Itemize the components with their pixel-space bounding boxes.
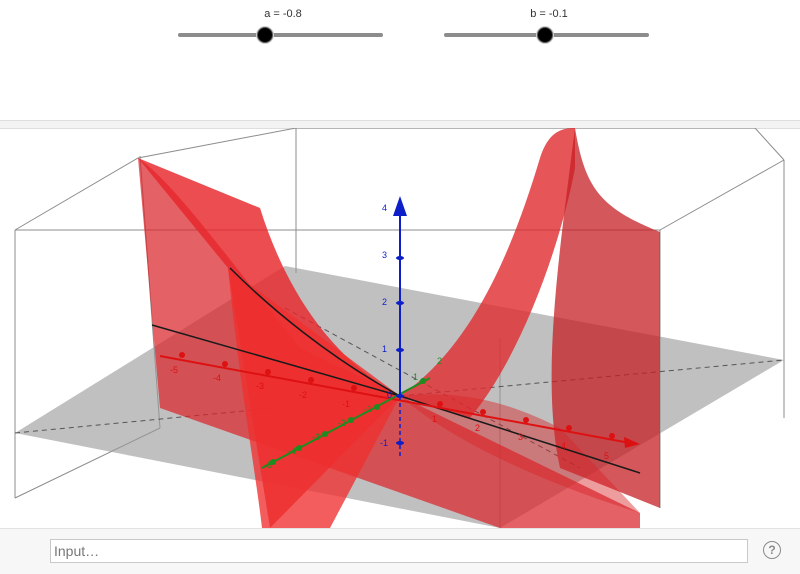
input-bar: Input… ? (0, 528, 800, 574)
x-tick-label: -1 (342, 399, 350, 409)
y-tick-label: -5 (264, 460, 272, 470)
input-field[interactable]: Input… (50, 539, 748, 563)
input-placeholder: Input… (54, 543, 100, 559)
y-tick-label: -1 (364, 404, 372, 414)
x-tick-label: 4 (561, 441, 566, 451)
x-tick-label: -2 (299, 390, 307, 400)
x-axis-points (179, 352, 615, 439)
y-tick-label: 1 (413, 372, 418, 382)
x-axis-arrow (624, 437, 640, 448)
3d-scene[interactable]: -1 0 1 2 3 4 -5 -4 -3 -2 -1 1 2 -5 -4 -3… (0, 128, 800, 528)
x-axis (159, 355, 631, 444)
y-axis-points (270, 378, 426, 465)
slider-a-knob[interactable] (257, 27, 274, 43)
x-tick-label: -5 (170, 365, 178, 375)
slider-a-label: a = -0.8 (264, 8, 302, 20)
slider-panel: a = -0.8 b = -0.1 (0, 0, 800, 120)
z-tick-label: 2 (382, 297, 387, 307)
z-axis-points (396, 256, 404, 445)
slider-b-knob[interactable] (537, 27, 554, 43)
y-tick-label: -3 (312, 432, 320, 442)
slider-b-label: b = -0.1 (530, 8, 568, 20)
y-axis (261, 377, 431, 469)
y-tick-label: -2 (338, 418, 346, 428)
y-tick-label: -4 (288, 446, 296, 456)
slider-a[interactable]: a = -0.8 (178, 8, 388, 48)
z-tick-label: 3 (382, 250, 387, 260)
z-tick-label: -1 (380, 438, 388, 448)
z-tick-label: 0 (387, 390, 392, 400)
x-tick-label: 5 (604, 451, 609, 461)
slider-a-track[interactable] (178, 33, 383, 37)
x-tick-label: -4 (213, 373, 221, 383)
z-tick-labels: -1 0 1 2 3 4 (380, 203, 392, 448)
question-mark-icon[interactable]: ? (763, 541, 781, 559)
x-tick-label: 2 (475, 423, 480, 433)
surface-graph[interactable] (138, 128, 660, 528)
z-tick-label: 4 (382, 203, 387, 213)
z-axis-arrow (393, 196, 407, 216)
slider-b[interactable]: b = -0.1 (444, 8, 654, 48)
x-tick-labels: -5 -4 -3 -2 -1 1 2 3 4 5 (170, 365, 609, 461)
graphics-view-3d[interactable]: -1 0 1 2 3 4 -5 -4 -3 -2 -1 1 2 -5 -4 -3… (0, 128, 800, 528)
z-tick-label: 1 (382, 344, 387, 354)
x-tick-label: 1 (432, 414, 437, 424)
y-tick-labels: -5 -4 -3 -2 -1 1 2 (264, 356, 442, 470)
x-tick-label: -3 (256, 381, 264, 391)
x-tick-label: 3 (518, 432, 523, 442)
y-tick-label: 2 (437, 356, 442, 366)
